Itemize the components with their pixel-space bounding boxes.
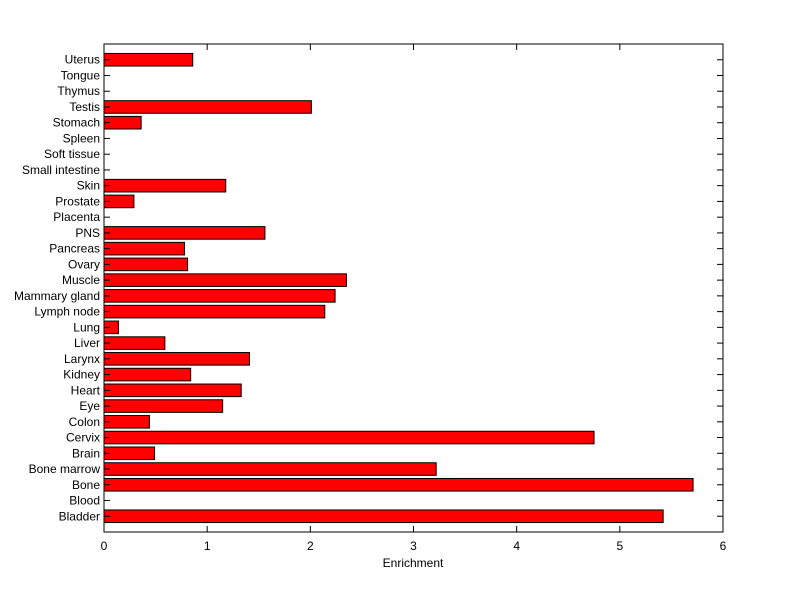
y-tick-label: Heart xyxy=(71,383,101,397)
y-tick-label: Placenta xyxy=(53,210,100,224)
y-tick-label: Lymph node xyxy=(34,305,100,319)
y-tick-label: Spleen xyxy=(63,131,100,145)
x-tick-label: 3 xyxy=(410,539,417,553)
y-tick-label: Stomach xyxy=(53,116,100,130)
y-tick-label: Thymus xyxy=(57,84,100,98)
y-tick-label: Bladder xyxy=(59,509,100,523)
y-tick-label: Tongue xyxy=(61,68,101,82)
bar-liver xyxy=(103,336,166,350)
x-tick-label: 6 xyxy=(720,539,727,553)
y-tick-label: Testis xyxy=(69,100,100,114)
x-tick-label: 4 xyxy=(513,539,520,553)
y-tick-label: Lung xyxy=(73,320,100,334)
x-tick-label: 1 xyxy=(204,539,211,553)
bar-cervix xyxy=(103,430,595,445)
plot-area xyxy=(103,43,724,533)
bar-pancreas xyxy=(103,241,185,256)
bar-uterus xyxy=(103,52,194,67)
bar-eye xyxy=(103,399,224,413)
x-axis-label: Enrichment xyxy=(383,556,444,570)
y-tick-label: Colon xyxy=(69,415,100,429)
y-tick-label: Kidney xyxy=(63,368,100,382)
y-tick-label: Brain xyxy=(72,446,100,460)
y-tick-label: PNS xyxy=(75,226,100,240)
y-tick-label: Liver xyxy=(74,336,100,350)
bar-skin xyxy=(103,178,227,193)
y-tick-label: Uterus xyxy=(65,53,100,67)
x-tick-label: 5 xyxy=(616,539,623,553)
y-tick-label: Prostate xyxy=(55,194,100,208)
bar-lymph-node xyxy=(103,304,326,319)
bar-bone xyxy=(103,477,694,492)
bar-brain xyxy=(103,446,156,461)
y-tick-label: Eye xyxy=(79,399,100,413)
y-tick-label: Muscle xyxy=(62,273,100,287)
bar-pns xyxy=(103,226,266,240)
y-tick-label: Small intestine xyxy=(22,163,100,177)
bar-mammary-gland xyxy=(103,289,336,303)
bar-testis xyxy=(103,100,312,114)
x-tick-label: 2 xyxy=(307,539,314,553)
y-tick-label: Blood xyxy=(69,494,100,508)
y-tick-label: Pancreas xyxy=(49,242,100,256)
bar-ovary xyxy=(103,257,189,272)
bar-colon xyxy=(103,415,150,429)
x-tick-label: 0 xyxy=(101,539,108,553)
y-tick-label: Bone xyxy=(72,478,100,492)
bar-kidney xyxy=(103,367,192,382)
y-tick-label: Mammary gland xyxy=(14,289,100,303)
bar-bone-marrow xyxy=(103,462,437,476)
y-tick-label: Ovary xyxy=(68,257,100,271)
y-tick-label: Soft tissue xyxy=(44,147,100,161)
y-tick-label: Larynx xyxy=(64,352,100,366)
bar-bladder xyxy=(103,509,664,524)
bar-heart xyxy=(103,383,242,398)
bar-larynx xyxy=(103,352,250,366)
y-tick-label: Bone marrow xyxy=(29,462,101,476)
y-tick-label: Cervix xyxy=(66,431,100,445)
bar-muscle xyxy=(103,273,347,287)
y-tick-label: Skin xyxy=(77,179,100,193)
